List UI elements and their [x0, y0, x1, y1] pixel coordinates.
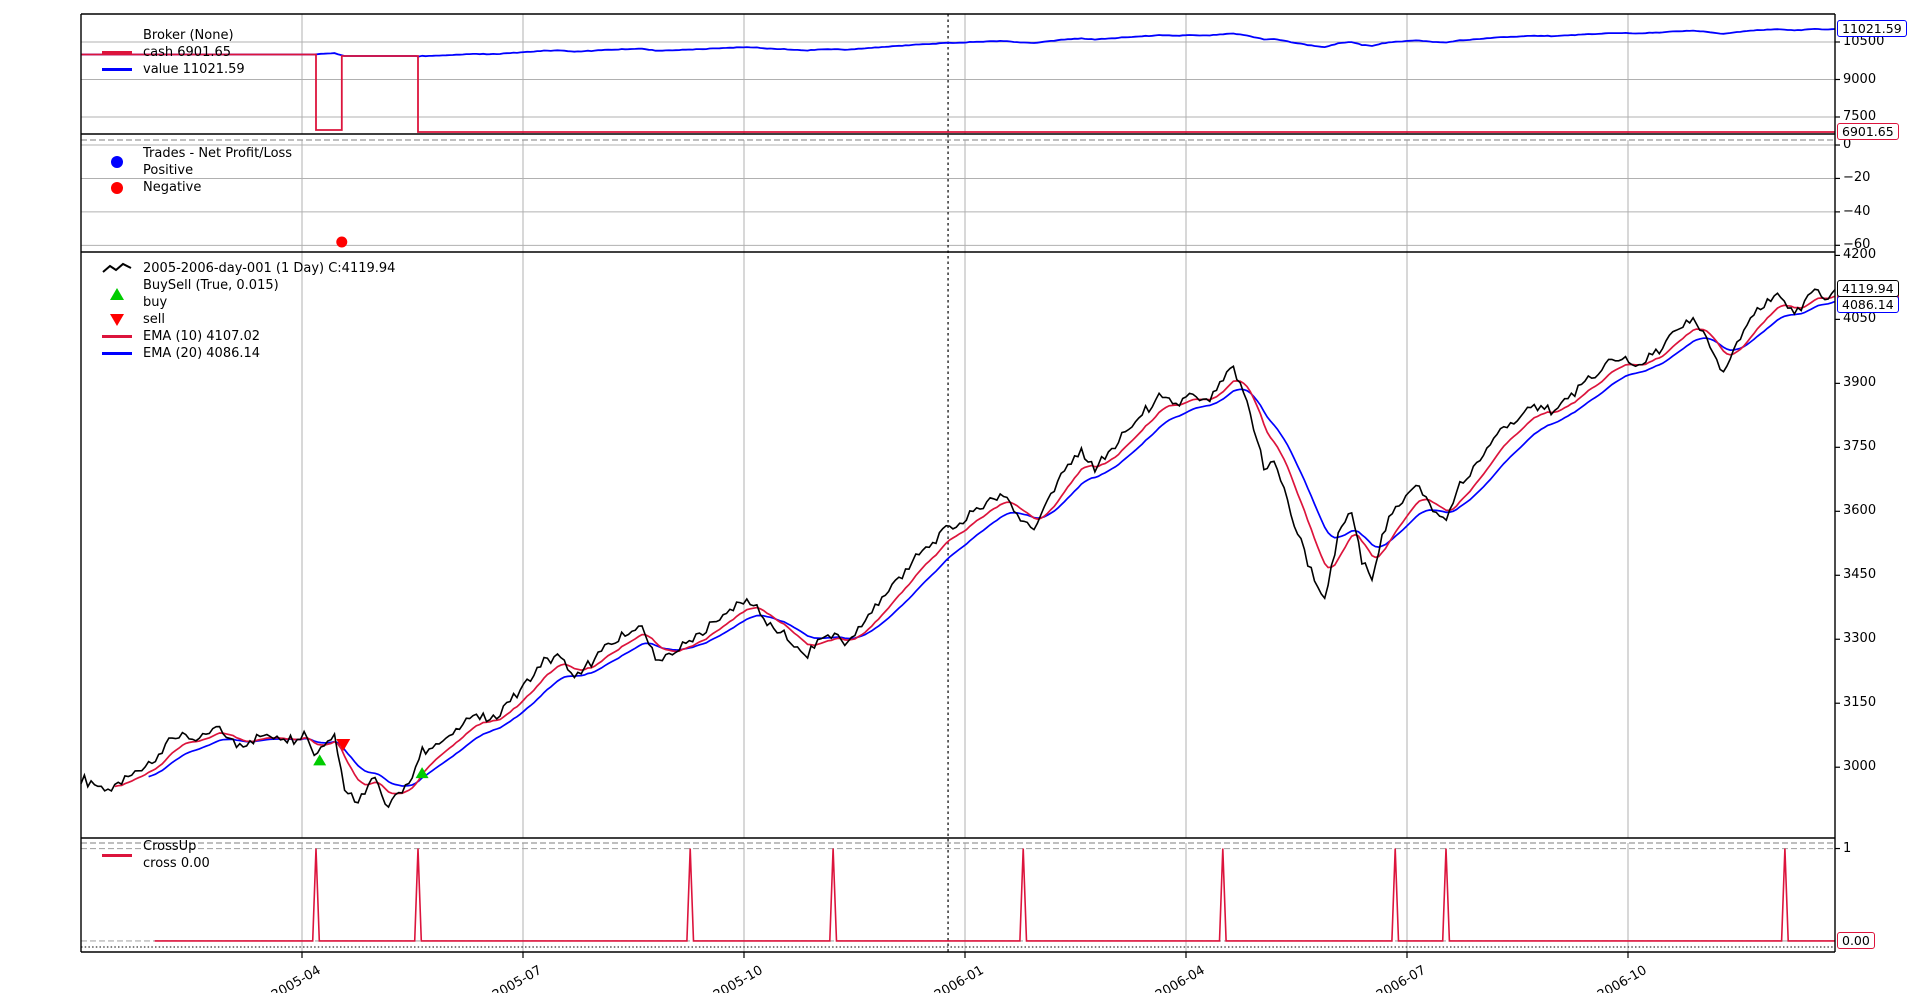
sell-label: sell [143, 312, 165, 327]
y-tick-label: 3900 [1843, 375, 1877, 391]
crossup-line [154, 848, 1835, 942]
data-series-item: 2005-2006-day-001 (1 Day) C:4119.94 [97, 260, 395, 277]
crossup-subtitle: cross 0.00 [143, 856, 210, 871]
buysell-labels: BuySell (True, 0.015) buy [143, 277, 279, 311]
broker-legend-title-row: Broker (None) [97, 27, 245, 44]
ema10-item: EMA (10) 4107.02 [97, 328, 395, 345]
buy-marker [313, 754, 327, 766]
trades-negative-item: Negative [97, 179, 292, 196]
crossup-legend: CrossUp cross 0.00 [97, 838, 210, 872]
y-tick-label: 3150 [1843, 695, 1877, 711]
price-legend: 2005-2006-day-001 (1 Day) C:4119.94 BuyS… [97, 260, 395, 362]
value-legend-label: value 11021.59 [143, 62, 245, 77]
y-tick-label: 9000 [1843, 71, 1877, 87]
y-tick-label: 7500 [1843, 109, 1877, 124]
y-tick-label: −40 [1843, 203, 1871, 219]
crossup-title: CrossUp [143, 839, 197, 854]
trades-positive-label: Trades - Net Profit/Loss Positive [143, 145, 292, 179]
ema20-last-tag: 4086.14 [1837, 296, 1899, 313]
cash-last-tag: 6901.65 [1837, 123, 1899, 140]
ema10-label: EMA (10) 4107.02 [143, 329, 261, 344]
trades-legend: Trades - Net Profit/Loss Positive Negati… [97, 145, 292, 196]
broker-legend: Broker (None) cash 6901.65 value 11021.5… [97, 27, 245, 78]
buysell-sell-item: sell [97, 311, 395, 328]
ema20-line-icon [97, 352, 137, 355]
buy-marker [415, 767, 429, 779]
trades-positive-item: Trades - Net Profit/Loss Positive [97, 145, 292, 179]
trades-legend-title: Trades - Net Profit/Loss [143, 146, 293, 161]
y-tick-label: 3000 [1843, 759, 1877, 775]
cross-level-tag: 0.00 [1837, 932, 1875, 949]
positive-label: Positive [143, 163, 194, 178]
trade-pnl-dot [336, 236, 348, 248]
cross-line-icon [97, 853, 137, 857]
buy-label: buy [143, 295, 168, 310]
ema10-line-icon [97, 335, 137, 338]
ema20-item: EMA (20) 4086.14 [97, 345, 395, 362]
y-tick-label: 4050 [1843, 311, 1877, 327]
data-series-label: 2005-2006-day-001 (1 Day) C:4119.94 [143, 261, 396, 276]
buy-triangle-icon [97, 288, 137, 300]
value-line-icon [97, 68, 137, 71]
sell-marker [336, 739, 351, 752]
y-tick-label: 0 [1843, 137, 1852, 152]
sell-triangle-icon [97, 313, 137, 326]
price-line-icon [97, 262, 137, 276]
buysell-buy-item: BuySell (True, 0.015) buy [97, 277, 395, 311]
y-tick-label: 3600 [1843, 503, 1877, 519]
negative-dot-icon [97, 181, 137, 194]
crossup-labels: CrossUp cross 0.00 [143, 838, 210, 872]
broker-legend-title: Broker (None) [143, 28, 234, 43]
buysell-label: BuySell (True, 0.015) [143, 278, 279, 293]
y-tick-label: 1 [1843, 840, 1852, 856]
ema20-line [148, 300, 1836, 787]
cash-legend-label: cash 6901.65 [143, 45, 232, 60]
y-tick-label: 3300 [1843, 631, 1877, 647]
cash-legend-item: cash 6901.65 [97, 44, 245, 61]
negative-label: Negative [143, 180, 202, 195]
y-tick-label: 10500 [1843, 34, 1885, 49]
crossup-item: CrossUp cross 0.00 [97, 838, 210, 872]
positive-dot-icon [97, 156, 137, 168]
y-tick-label: 3750 [1843, 439, 1877, 455]
close-last-tag: 4119.94 [1837, 280, 1899, 297]
y-tick-label: 3450 [1843, 567, 1877, 583]
value-legend-item: value 11021.59 [97, 61, 245, 78]
y-tick-label: 4200 [1843, 247, 1877, 263]
value-last-tag: 11021.59 [1837, 20, 1907, 37]
y-tick-label: −20 [1843, 170, 1871, 186]
value-series-line [81, 27, 1836, 58]
y-tick-label: −60 [1843, 237, 1871, 253]
ema20-label: EMA (20) 4086.14 [143, 346, 261, 361]
price-close-line [80, 288, 1836, 809]
ema10-line [114, 295, 1836, 795]
cash-series-line [81, 53, 1835, 133]
cash-line-icon [97, 51, 137, 54]
